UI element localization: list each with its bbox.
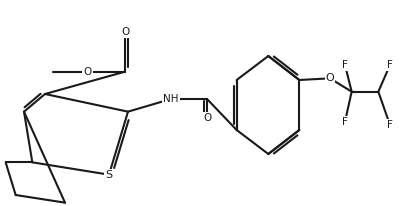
Text: F: F	[387, 120, 393, 130]
Text: F: F	[342, 117, 348, 127]
Text: NH: NH	[163, 94, 179, 104]
Text: F: F	[342, 60, 348, 70]
Text: O: O	[83, 67, 92, 77]
Text: F: F	[387, 60, 393, 70]
Text: O: O	[121, 27, 129, 37]
Text: O: O	[326, 73, 335, 83]
Text: S: S	[106, 170, 112, 180]
Text: O: O	[203, 113, 211, 123]
